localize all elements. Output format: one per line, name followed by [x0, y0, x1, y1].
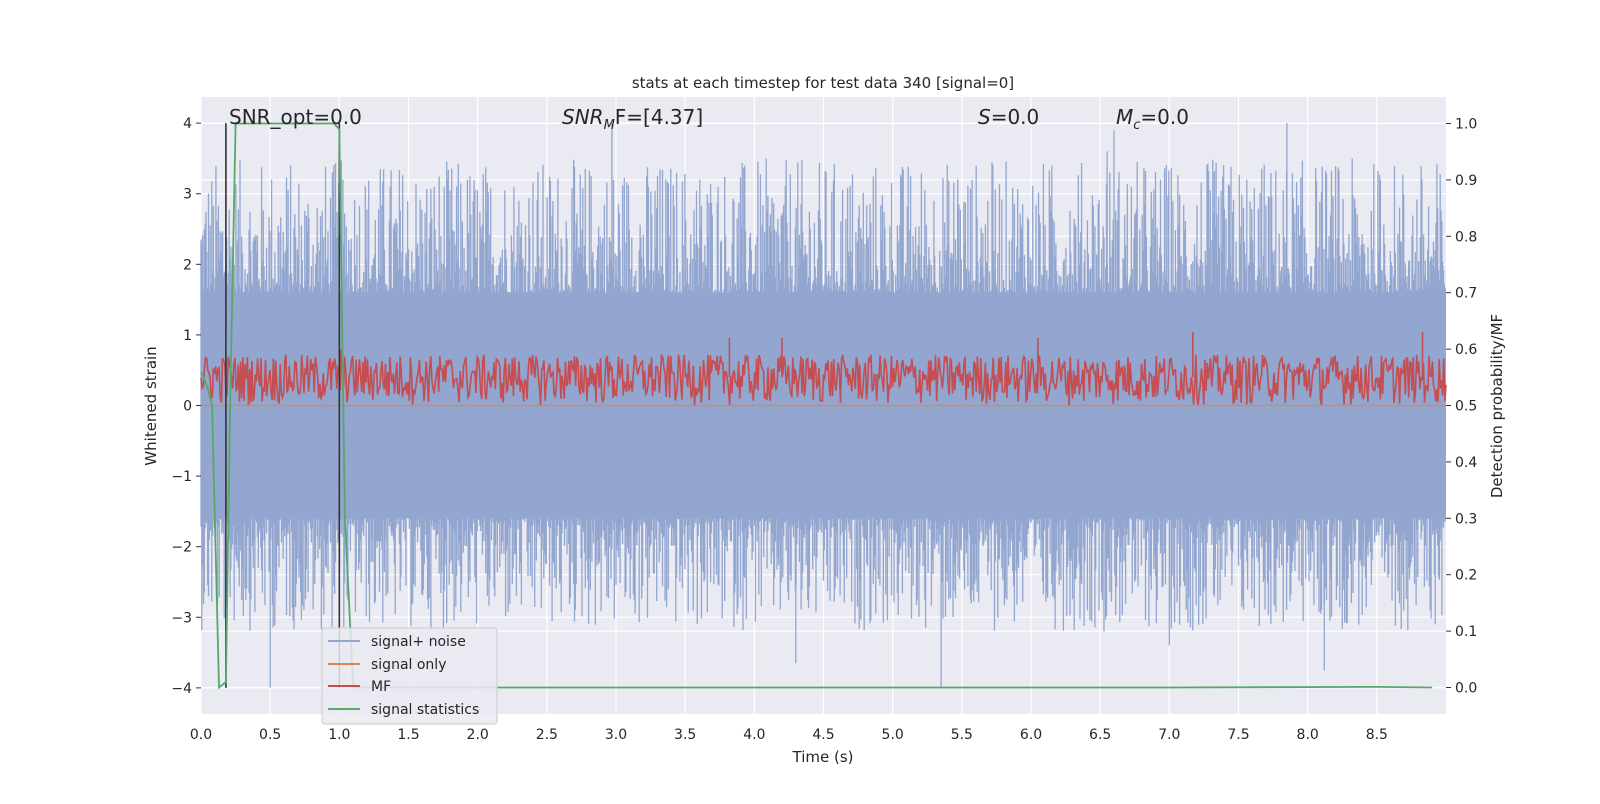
- y2-tick-label: 0.3: [1455, 511, 1477, 527]
- annotation-s-rest: =0.0: [991, 105, 1040, 129]
- legend-label-signal-only: signal only: [371, 657, 446, 673]
- x-tick-label: 2.5: [536, 727, 558, 743]
- x-tick-label: 5.5: [951, 727, 973, 743]
- x-tick-label: 6.0: [1020, 727, 1042, 743]
- y2-tick-label: 0.4: [1455, 455, 1477, 471]
- y2-axis-label: Detection probability/MF: [1488, 314, 1506, 498]
- annotation-snr-mf-sub: M: [604, 118, 615, 133]
- series-signal-statistics: [200, 122, 1433, 690]
- y-tick-label: 3: [183, 187, 192, 203]
- x-tick-label: 7.5: [1227, 727, 1249, 743]
- annotation-snr-mf-main: SNR: [562, 105, 604, 129]
- y-tick-label: −2: [171, 540, 192, 556]
- annotation-snr-opt: SNR_opt=0.0: [229, 105, 362, 129]
- annotation-snr-mf-rest: F=[4.37]: [615, 105, 703, 129]
- x-tick-label: 1.5: [397, 727, 419, 743]
- legend-label-mf: MF: [371, 679, 391, 695]
- y-tick-label: 0: [183, 399, 192, 415]
- legend-label-noise: signal+ noise: [371, 634, 466, 650]
- x-tick-label: 3.0: [605, 727, 627, 743]
- x-tick-label: 0.5: [259, 727, 281, 743]
- y2-tick-label: 0.0: [1455, 680, 1477, 696]
- y2-tick-label: 0.1: [1455, 624, 1477, 640]
- chart-title: stats at each timestep for test data 340…: [632, 74, 1014, 92]
- annotation-mc-rest: =0.0: [1140, 105, 1189, 129]
- annotation-snr-mf: SNRMF=[4.37]: [562, 105, 703, 133]
- y-tick-label: −4: [171, 681, 192, 697]
- data-layer: [200, 122, 1447, 690]
- annotation-s-main: S: [978, 105, 991, 129]
- x-tick-label: 7.0: [1158, 727, 1180, 743]
- y-tick-label: 2: [183, 257, 192, 273]
- series-mf: [200, 353, 1447, 406]
- x-tick-label: 2.0: [467, 727, 489, 743]
- y-tick-label: −3: [171, 610, 192, 626]
- y2-tick-label: 0.7: [1455, 286, 1477, 302]
- x-axis-label: Time (s): [792, 748, 854, 766]
- y-tick-label: 1: [183, 328, 192, 344]
- y-axis-label: Whitened strain: [142, 346, 160, 465]
- y2-tick-label: 0.6: [1455, 342, 1477, 358]
- x-tick-label: 8.5: [1366, 727, 1388, 743]
- x-tick-label: 6.5: [1089, 727, 1111, 743]
- x-tick-label: 3.5: [674, 727, 696, 743]
- series-mf-peaks: [339, 332, 1424, 378]
- x-tick-label: 4.5: [812, 727, 834, 743]
- x-tick-label: 5.0: [882, 727, 904, 743]
- annotation-mc: Mc=0.0: [1116, 105, 1189, 133]
- annotation-s: S=0.0: [978, 105, 1039, 129]
- x-tick-label: 4.0: [743, 727, 765, 743]
- y2-tick-label: 0.2: [1455, 568, 1477, 584]
- legend: signal+ noise signal only MF signal stat…: [321, 627, 498, 725]
- legend-frame: [321, 627, 498, 725]
- x-tick-label: 8.0: [1297, 727, 1319, 743]
- y-tick-label: −1: [171, 469, 192, 485]
- y2-tick-label: 0.9: [1455, 173, 1477, 189]
- y2-tick-label: 0.5: [1455, 399, 1477, 415]
- tick-layer: 0.0 0.5 1.0 1.5 2.0 2.5 3.0 3.5 4.0 4.5 5.0 5.5 6.0 6…: [171, 116, 1477, 743]
- y2-tick-label: 1.0: [1455, 117, 1477, 133]
- y2-tick-label: 0.8: [1455, 229, 1477, 245]
- legend-label-signal-statistics: signal statistics: [371, 702, 479, 718]
- annotation-mc-main: M: [1116, 105, 1133, 129]
- y-tick-label: 4: [183, 116, 192, 132]
- x-tick-label: 0.0: [190, 727, 212, 743]
- x-tick-label: 1.0: [328, 727, 350, 743]
- annotation-mc-sub: c: [1133, 118, 1140, 133]
